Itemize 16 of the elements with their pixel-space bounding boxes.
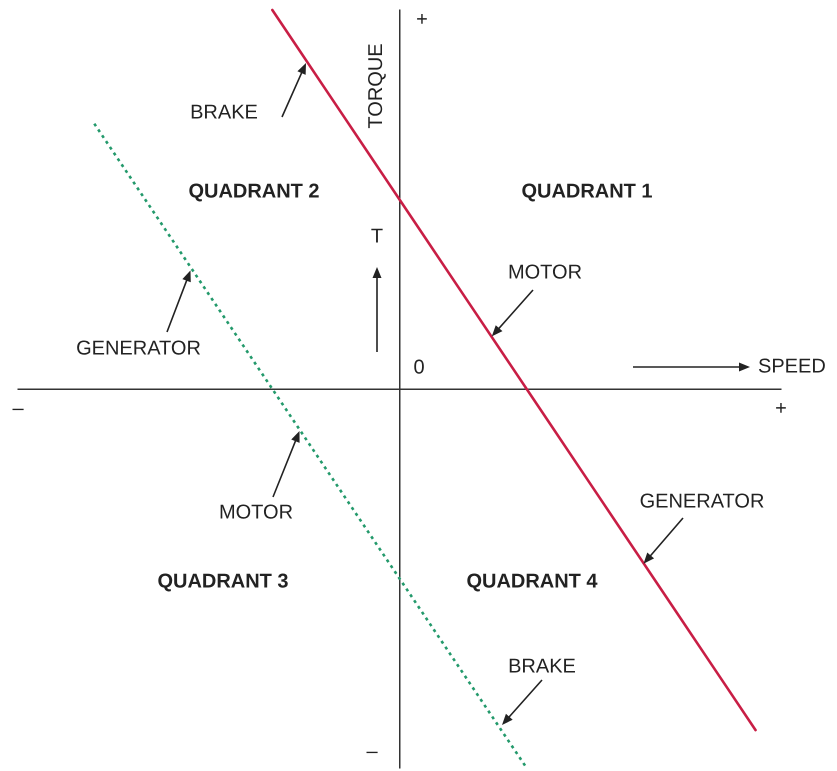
annotation: QUADRANT 4 <box>466 570 598 593</box>
annotation: MOTOR <box>218 502 294 524</box>
annotation: QUADRANT 3 <box>157 570 289 593</box>
annotation: + <box>416 8 428 31</box>
annotation: BRAKE <box>190 102 258 124</box>
y-axis-title: TORQUE <box>365 43 388 129</box>
annotation: GENERATOR <box>76 338 201 360</box>
x-axis-title: SPEED <box>758 356 826 378</box>
annotation: T <box>370 226 384 248</box>
annotation: BRAKE <box>508 656 576 678</box>
annotation: QUADRANT 1 <box>521 180 653 203</box>
annotation: GENERATOR <box>640 490 764 513</box>
annotation: 0 <box>413 356 425 379</box>
annotation: – <box>366 740 378 763</box>
annotation: QUADRANT 2 <box>188 180 320 203</box>
annotation: MOTOR <box>508 262 582 284</box>
